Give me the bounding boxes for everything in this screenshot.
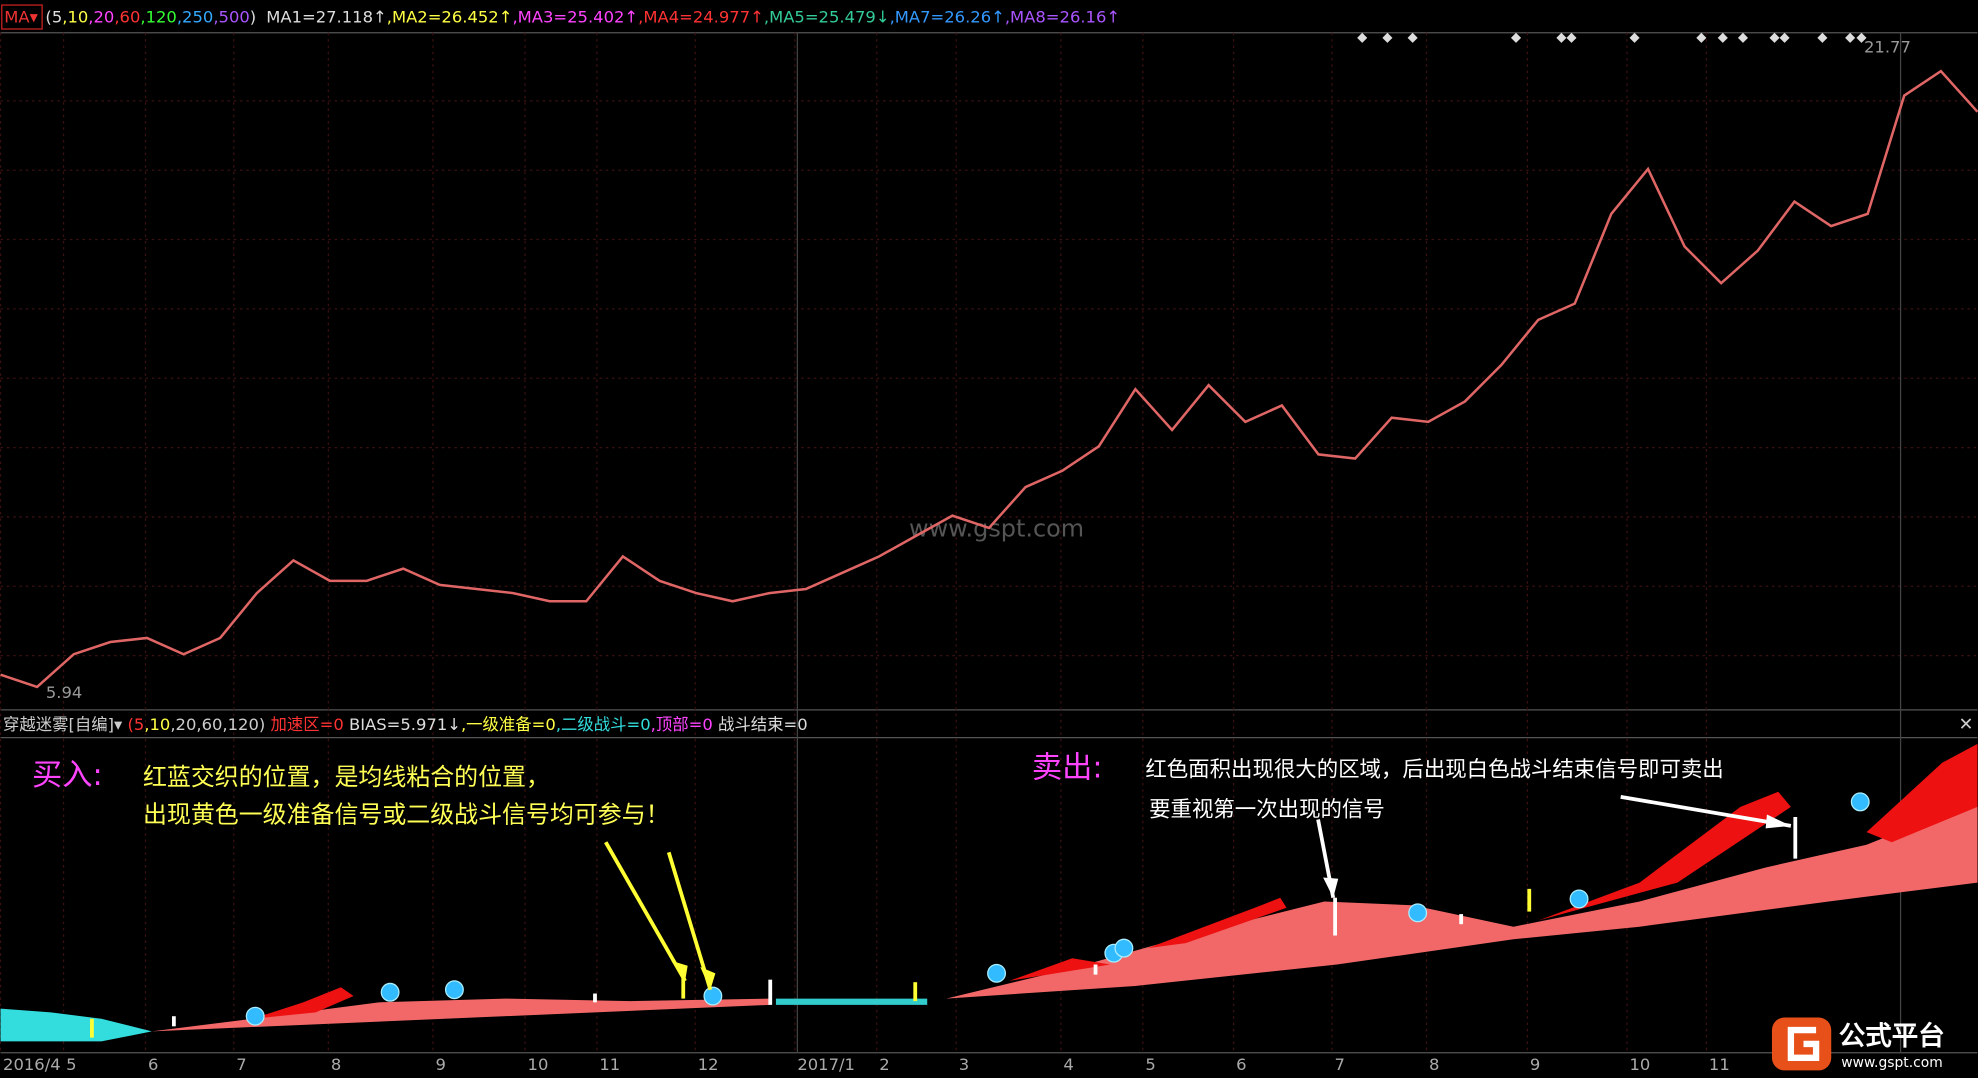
ma-param: (5 (45, 7, 62, 26)
x-tick-label: 10 (1629, 1055, 1650, 1074)
x-tick-label: 2 (879, 1055, 889, 1074)
ma-value: MA1=27.118↑ (266, 7, 386, 26)
min-label: 5.94 (46, 683, 82, 702)
indicator-item: (5 (122, 714, 144, 733)
x-tick-label: 6 (1236, 1055, 1246, 1074)
arrows (604, 794, 1792, 991)
x-tick-label: 2017/1 (797, 1055, 855, 1074)
price-line (0, 69, 1978, 689)
x-tick-label: 11 (599, 1055, 620, 1074)
x-tick-label: 7 (1334, 1055, 1344, 1074)
ma-param: ,250 (177, 7, 213, 26)
ma-param: ) (250, 7, 256, 26)
logo-url: www.gspt.com (1841, 1055, 1942, 1071)
logo: 公式平台 www.gspt.com (1771, 1017, 1945, 1071)
x-tick-label: 5 (66, 1055, 76, 1074)
signals (90, 792, 1870, 1038)
ma-value: ,MA5=25.479↓ (764, 7, 890, 26)
ma-param: ,20 (88, 7, 114, 26)
buy-title: 买入: (32, 758, 103, 793)
close-icon[interactable]: ✕ (1959, 715, 1974, 735)
ma-param: ,120 (140, 7, 176, 26)
ma-value: ,MA4=24.977↑ (638, 7, 764, 26)
indicator-item: ,二级战斗=0 (556, 714, 651, 733)
indicator-item: ,20,60,120) (170, 714, 265, 733)
max-label: 21.77 (1864, 37, 1911, 56)
x-tick-label: 7 (236, 1055, 246, 1074)
indicator-item: ,一级准备=0 (461, 714, 556, 733)
x-tick-label: 9 (436, 1055, 446, 1074)
x-tick-label: 5 (1145, 1055, 1155, 1074)
ma-param: ,500 (213, 7, 249, 26)
indicator-item: 穿越迷雾[自编]▾ (3, 714, 123, 733)
ma-value: ,MA2=26.452↑ (387, 7, 513, 26)
x-tick-label: 3 (959, 1055, 969, 1074)
ma-label: MA▾ (4, 7, 38, 26)
indicator-item: BIAS=5.971↓ (344, 714, 461, 733)
x-tick-label: 2016/4 (3, 1055, 61, 1074)
indicator-item: ,10 (144, 714, 170, 733)
indicator-item: ,顶部=0 (651, 714, 713, 733)
indicator-area (0, 743, 1978, 1042)
x-tick-label: 4 (1063, 1055, 1073, 1074)
x-tick-label: 11 (1709, 1055, 1730, 1074)
buy-text: 出现黄色一级准备信号或二级战斗信号均可参与！ (143, 801, 670, 829)
ma-header: MA▾ (5,10,20,60,120,250,500) MA1=27.118↑,M… (4, 7, 1120, 26)
x-tick-label: 8 (331, 1055, 341, 1074)
indicator-item: 加速区=0 (265, 714, 343, 733)
buy-text: 红蓝交织的位置，是均线粘合的位置， (143, 763, 550, 791)
ma-value: ,MA8=26.16↑ (1005, 7, 1120, 26)
ma-button[interactable] (1, 4, 43, 30)
x-tick-label: 12 (698, 1055, 719, 1074)
sell-title: 卖出: (1032, 751, 1103, 786)
x-tick-label: 6 (148, 1055, 158, 1074)
ma-param: ,60 (114, 7, 140, 26)
x-tick-label: 10 (528, 1055, 549, 1074)
ma-param: ,10 (62, 7, 88, 26)
logo-name: 公式平台 (1839, 1021, 1945, 1052)
x-tick-label: 9 (1530, 1055, 1540, 1074)
ma-value: ,MA3=25.402↑ (512, 7, 638, 26)
grid (0, 100, 1978, 657)
indicator-item: 战斗结束=0 (713, 714, 808, 733)
ma-value: ,MA7=26.26↑ (890, 7, 1005, 26)
sell-text: 要重视第一次出现的信号 (1149, 798, 1385, 823)
indicator-header: 穿越迷雾[自编]▾ (5,10,20,60,120) 加速区=0 BIAS=5.… (3, 714, 808, 733)
sell-text: 红色面积出现很大的区域，后出现白色战斗结束信号即可卖出 (1145, 757, 1723, 782)
x-tick-label: 8 (1429, 1055, 1439, 1074)
